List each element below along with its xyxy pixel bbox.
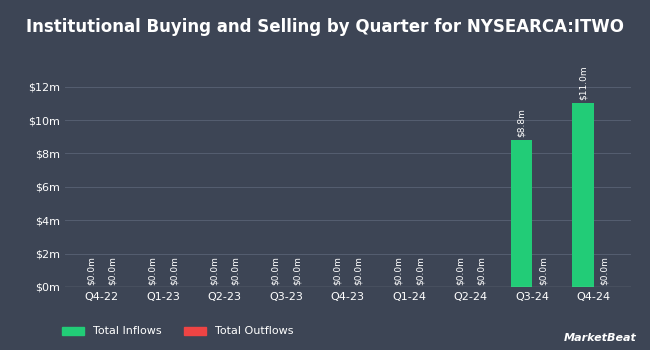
Text: $0.0m: $0.0m [292,256,302,285]
Bar [572,103,593,287]
Text: Institutional Buying and Selling by Quarter for NYSEARCA:ITWO: Institutional Buying and Selling by Quar… [26,18,624,35]
Text: $0.0m: $0.0m [271,256,280,285]
Text: $0.0m: $0.0m [108,256,117,285]
Legend: Total Inflows, Total Outflows: Total Inflows, Total Outflows [58,322,298,341]
Text: $0.0m: $0.0m [415,256,424,285]
Text: $0.0m: $0.0m [600,256,609,285]
Bar [511,140,532,287]
Text: $11.0m: $11.0m [578,66,588,100]
Text: MarketBeat: MarketBeat [564,333,637,343]
Text: $0.0m: $0.0m [354,256,363,285]
Text: $8.8m: $8.8m [517,108,526,137]
Text: $0.0m: $0.0m [456,256,465,285]
Text: $0.0m: $0.0m [86,256,96,285]
Text: $0.0m: $0.0m [231,256,240,285]
Text: $0.0m: $0.0m [170,256,179,285]
Text: $0.0m: $0.0m [394,256,403,285]
Text: $0.0m: $0.0m [209,256,218,285]
Text: $0.0m: $0.0m [538,256,547,285]
Text: $0.0m: $0.0m [333,256,341,285]
Text: $0.0m: $0.0m [477,256,486,285]
Text: $0.0m: $0.0m [148,256,157,285]
